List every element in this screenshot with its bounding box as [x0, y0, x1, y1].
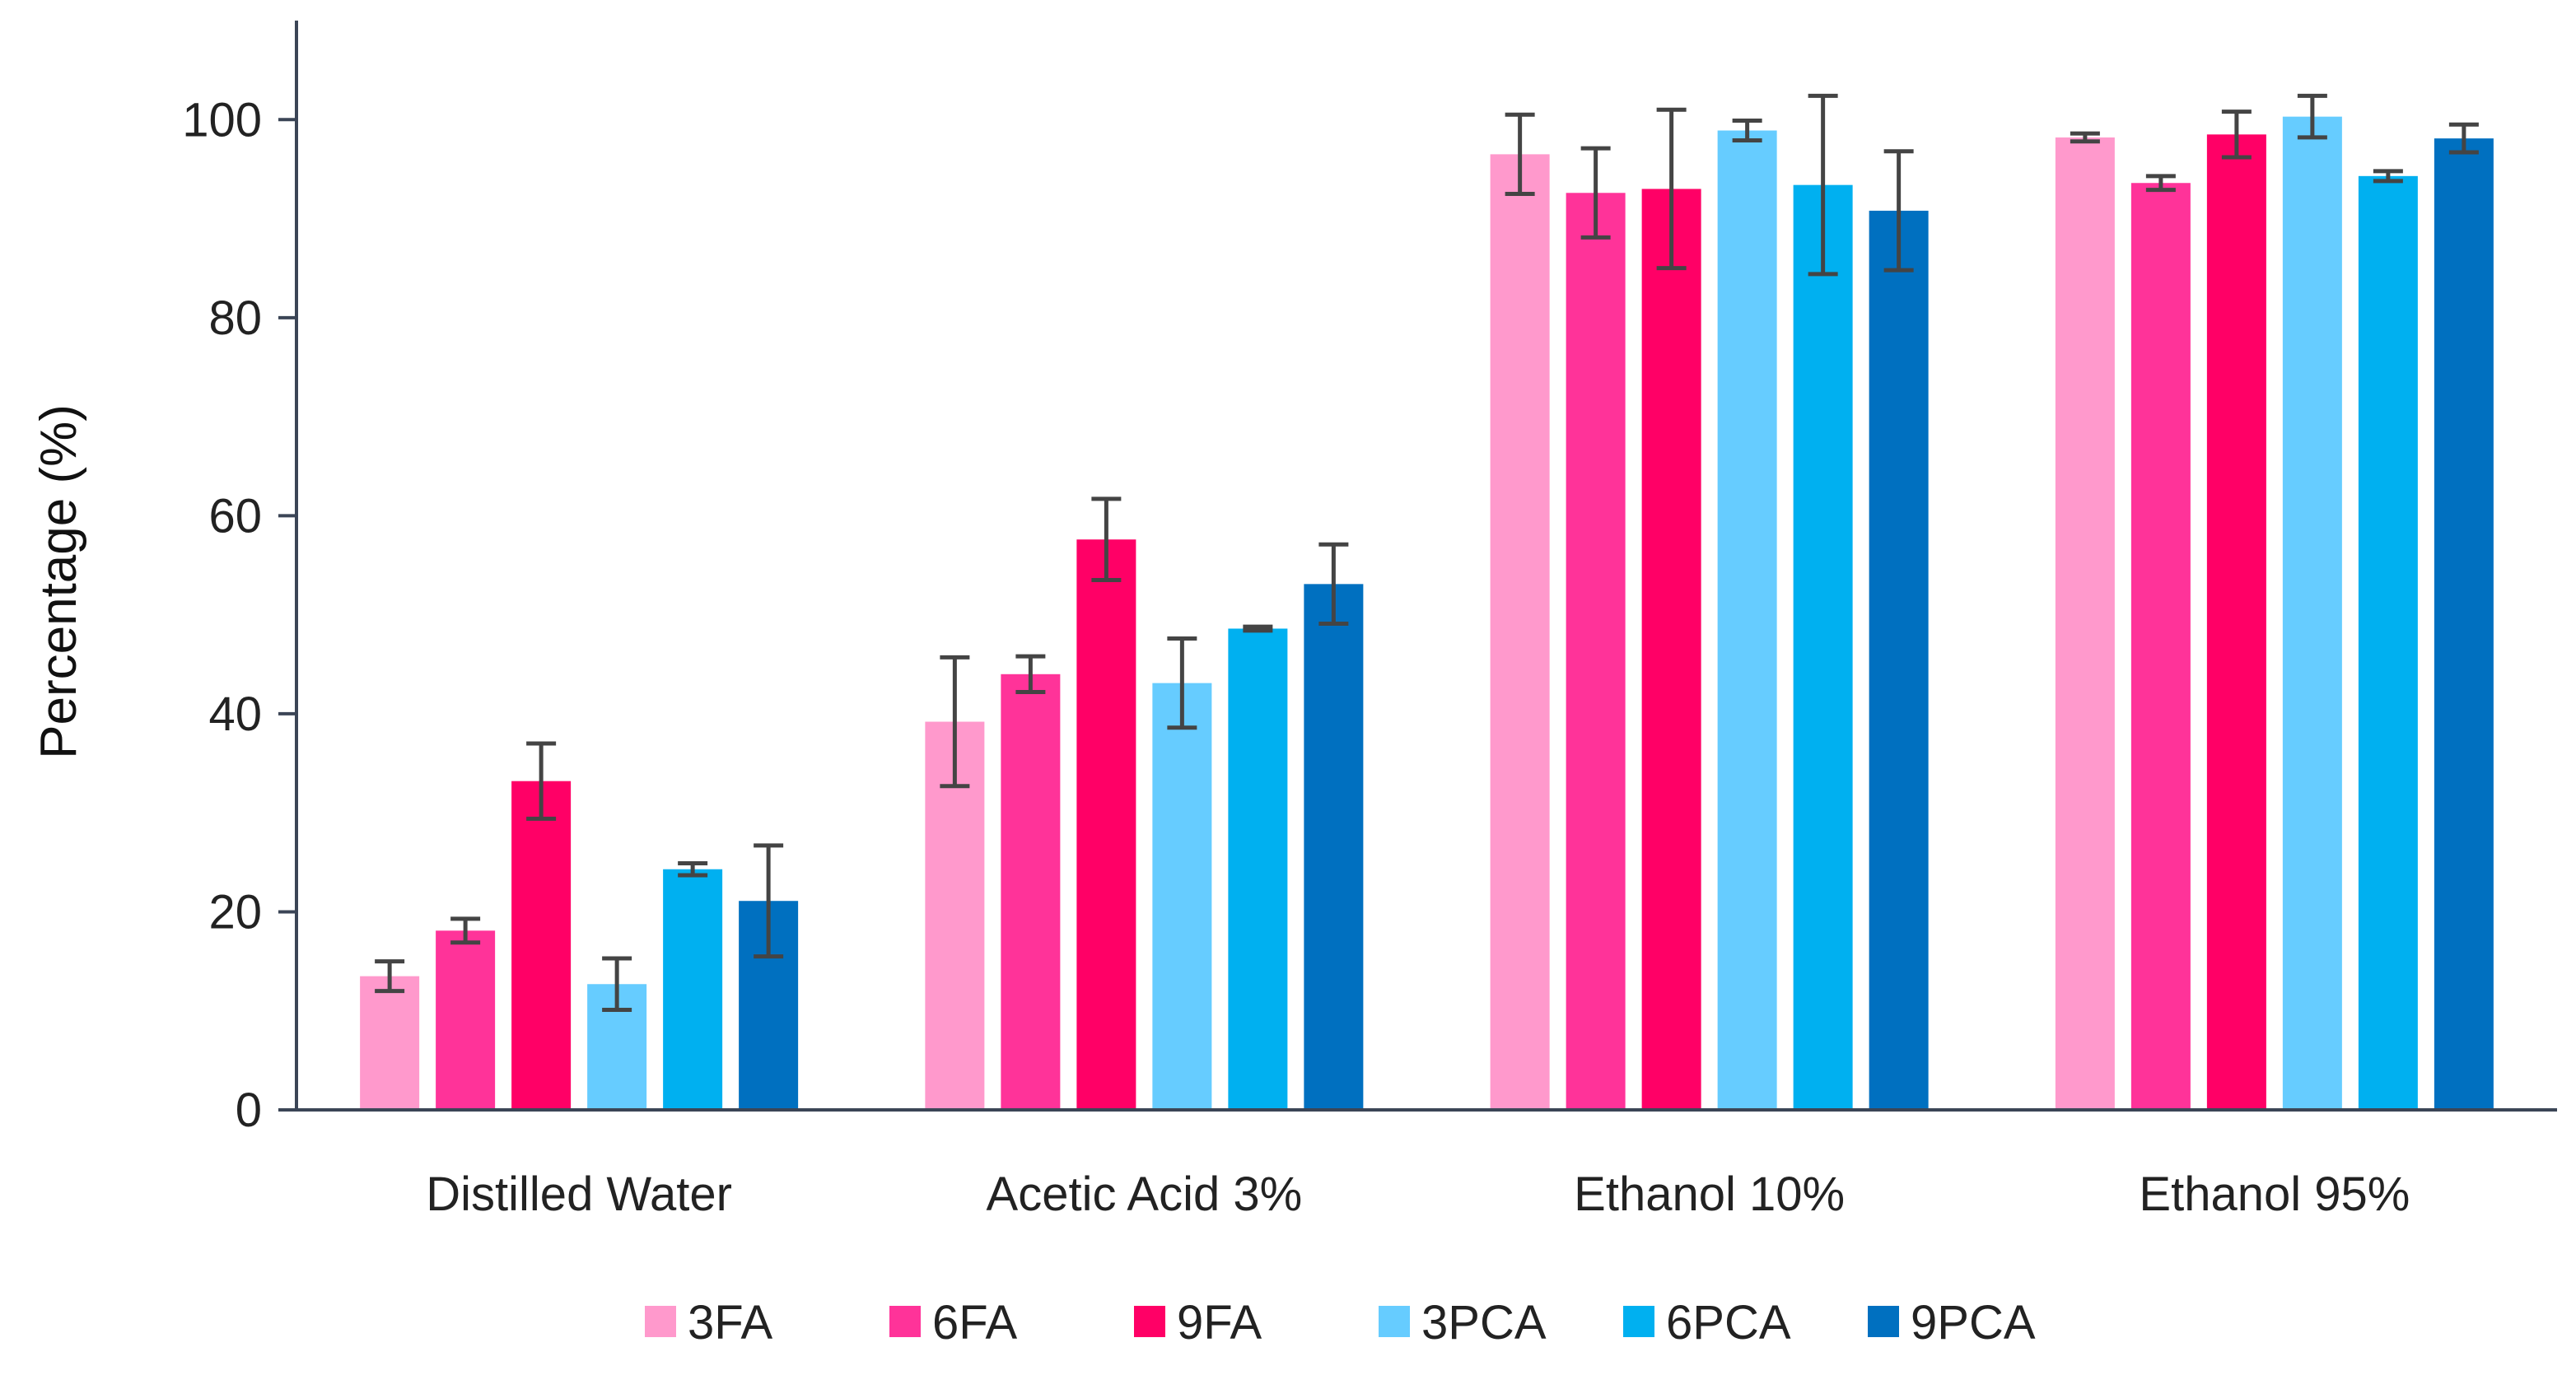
- legend-swatch: [1868, 1306, 1899, 1337]
- bar-6pca: [2358, 175, 2418, 1111]
- bar-6fa: [2130, 183, 2191, 1110]
- legend-label: 3FA: [688, 1296, 772, 1349]
- y-axis-title: Percentage (%): [30, 404, 87, 759]
- bar-3pca: [2282, 116, 2342, 1110]
- category-label: Distilled Water: [426, 1168, 732, 1221]
- legend-label: 3PCA: [1421, 1296, 1547, 1349]
- category-label: Ethanol 10%: [1574, 1168, 1845, 1221]
- category-label: Acetic Acid 3%: [987, 1168, 1303, 1221]
- bar-6fa: [436, 930, 496, 1110]
- error-bar: [2070, 131, 2100, 144]
- bar-9fa: [2206, 134, 2266, 1111]
- bar-3pca: [1717, 130, 1777, 1111]
- legend-swatch: [1623, 1306, 1654, 1337]
- error-bar: [940, 655, 970, 789]
- y-tick-label: 0: [236, 1084, 262, 1137]
- error-bar: [375, 959, 405, 994]
- error-bar: [1732, 118, 1762, 143]
- legend-label: 9FA: [1177, 1296, 1262, 1349]
- bar-6pca: [1228, 628, 1288, 1110]
- bar-6fa: [1001, 674, 1061, 1110]
- bar-3fa: [2055, 137, 2115, 1110]
- error-bar: [1243, 624, 1273, 633]
- category-labels: Distilled Water Acetic Acid 3% Ethanol 10%…: [426, 1168, 2410, 1221]
- error-bar: [2297, 93, 2327, 140]
- legend-swatch: [1379, 1306, 1410, 1337]
- bar-9pca: [1869, 210, 1929, 1111]
- legend-item-6fa: 6FA: [889, 1296, 1017, 1349]
- legend-swatch: [645, 1306, 676, 1337]
- bar-9fa: [511, 781, 572, 1110]
- error-bar: [2145, 174, 2176, 193]
- error-bar: [1883, 149, 1914, 273]
- error-bar: [450, 916, 481, 945]
- legend: 3FA 6FA 9FA 3PCA 6PCA 9PCA: [645, 1296, 2036, 1349]
- bar-6fa: [1566, 193, 1626, 1111]
- legend-item-6pca: 6PCA: [1623, 1296, 1791, 1349]
- y-axis-ticks: 0 20 40 60 80 100: [182, 93, 296, 1137]
- legend-item-3fa: 3FA: [645, 1296, 772, 1349]
- error-bar: [2373, 169, 2403, 184]
- error-bar: [1505, 112, 1535, 196]
- error-bar: [1656, 107, 1687, 271]
- error-bar: [1091, 496, 1122, 583]
- y-tick-label: 40: [208, 688, 262, 741]
- error-bar: [1580, 146, 1611, 240]
- legend-label: 6FA: [932, 1296, 1017, 1349]
- bar-6pca: [1793, 184, 1853, 1111]
- error-bar: [2221, 110, 2252, 160]
- bar-9pca: [1304, 584, 1364, 1110]
- axes: [295, 21, 2557, 1112]
- bar-9fa: [1641, 189, 1701, 1111]
- category-label: Ethanol 95%: [2139, 1168, 2410, 1221]
- error-bar: [1808, 93, 1838, 277]
- legend-item-9fa: 9FA: [1134, 1296, 1262, 1349]
- y-tick-label: 80: [208, 291, 262, 345]
- error-bar: [2448, 122, 2479, 155]
- bars: [360, 116, 2494, 1111]
- error-bar: [1167, 636, 1197, 730]
- bar-3fa: [1490, 154, 1550, 1111]
- legend-item-9pca: 9PCA: [1868, 1296, 2036, 1349]
- legend-label: 6PCA: [1666, 1296, 1791, 1349]
- bar-3pca: [1152, 683, 1212, 1110]
- error-bar: [602, 956, 632, 1013]
- error-bar: [1015, 654, 1046, 694]
- bar-3fa: [360, 976, 420, 1110]
- legend-item-3pca: 3PCA: [1379, 1296, 1547, 1349]
- bar-6pca: [663, 869, 723, 1110]
- legend-swatch: [889, 1306, 921, 1337]
- bar-9pca: [2434, 138, 2494, 1111]
- y-tick-label: 60: [208, 489, 262, 543]
- bar-9fa: [1076, 539, 1136, 1110]
- error-bar: [678, 861, 708, 878]
- error-bar: [1318, 542, 1349, 626]
- legend-label: 9PCA: [1911, 1296, 2036, 1349]
- y-tick-label: 100: [182, 93, 262, 147]
- error-bars: [375, 93, 2479, 1013]
- y-tick-label: 20: [208, 885, 262, 939]
- legend-swatch: [1134, 1306, 1165, 1337]
- error-bar: [754, 843, 784, 959]
- error-bar: [526, 741, 557, 821]
